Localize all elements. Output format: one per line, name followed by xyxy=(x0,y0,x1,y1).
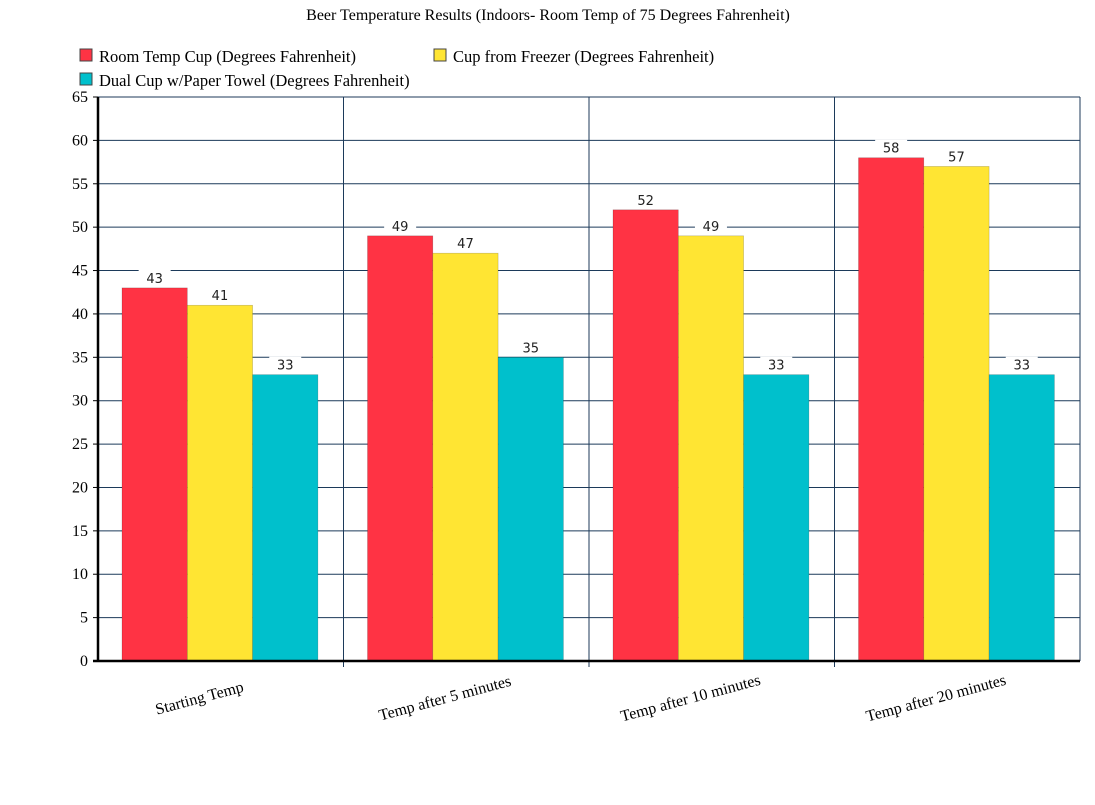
bar xyxy=(121,287,188,662)
data-label: 33 xyxy=(1013,359,1030,374)
y-tick-label: 30 xyxy=(72,393,88,410)
data-label: 35 xyxy=(522,341,539,356)
bar xyxy=(612,209,679,662)
data-label-bg xyxy=(203,287,236,304)
data-label-bg xyxy=(694,217,727,234)
legend-label: Room Temp Cup (Degrees Fahrenheit) xyxy=(99,47,356,66)
data-label: 33 xyxy=(768,359,785,374)
legend-swatch xyxy=(79,72,93,86)
y-tick-label: 0 xyxy=(80,653,88,670)
data-label: 57 xyxy=(948,150,965,165)
data-label: 47 xyxy=(457,237,474,252)
y-tick-label: 15 xyxy=(72,523,88,540)
data-label-bg xyxy=(384,217,417,234)
y-tick-label: 5 xyxy=(80,610,88,627)
data-label-bg xyxy=(1005,356,1038,373)
y-tick-label: 20 xyxy=(72,479,88,496)
legend-label: Cup from Freezer (Degrees Fahrenheit) xyxy=(453,47,714,66)
bars: 43 41 33 49 47 35 52 49 33 58 57 33 xyxy=(121,139,1055,662)
x-tick-label: Temp after 5 minutes xyxy=(377,673,513,725)
legend-label: Dual Cup w/Paper Towel (Degrees Fahrenhe… xyxy=(99,71,410,90)
x-tick-label: Temp after 20 minutes xyxy=(864,672,1008,726)
data-label-bg xyxy=(514,339,547,356)
y-tick-label: 10 xyxy=(72,566,88,583)
data-label-bg xyxy=(449,235,482,252)
bar xyxy=(923,166,990,662)
data-label: 41 xyxy=(212,289,229,304)
data-label: 58 xyxy=(883,142,900,157)
data-label: 43 xyxy=(146,272,163,287)
data-label-bg xyxy=(138,269,171,286)
y-tick-label: 45 xyxy=(72,263,88,280)
bar xyxy=(497,357,564,662)
bar xyxy=(677,235,744,662)
data-label-bg xyxy=(629,191,662,208)
data-label: 49 xyxy=(703,220,720,235)
bar xyxy=(367,235,434,662)
bar xyxy=(432,252,499,662)
data-label-bg xyxy=(875,139,908,156)
y-tick-label: 35 xyxy=(72,349,88,366)
bar xyxy=(743,374,810,662)
y-tick-label: 25 xyxy=(72,436,88,453)
y-tick-label: 40 xyxy=(72,306,88,323)
data-label: 52 xyxy=(637,194,654,209)
data-label-bg xyxy=(760,356,793,373)
bar xyxy=(988,374,1055,662)
legend-swatch xyxy=(433,48,447,62)
bar xyxy=(858,157,925,662)
chart-title: Beer Temperature Results (Indoors- Room … xyxy=(306,7,790,24)
bar xyxy=(252,374,319,662)
x-tick-label: Starting Temp xyxy=(154,679,246,719)
y-tick-label: 60 xyxy=(72,132,88,149)
x-tick-label: Temp after 10 minutes xyxy=(619,672,763,726)
data-label-bg xyxy=(940,148,973,165)
y-tick-label: 65 xyxy=(72,89,88,106)
legend: Room Temp Cup (Degrees Fahrenheit) Cup fr… xyxy=(79,47,714,90)
data-label: 33 xyxy=(277,359,294,374)
legend-swatch xyxy=(79,48,93,62)
y-tick-label: 55 xyxy=(72,176,88,193)
data-label: 49 xyxy=(392,220,409,235)
data-label-bg xyxy=(269,356,302,373)
y-tick-label: 50 xyxy=(72,219,88,236)
bar xyxy=(187,304,253,662)
